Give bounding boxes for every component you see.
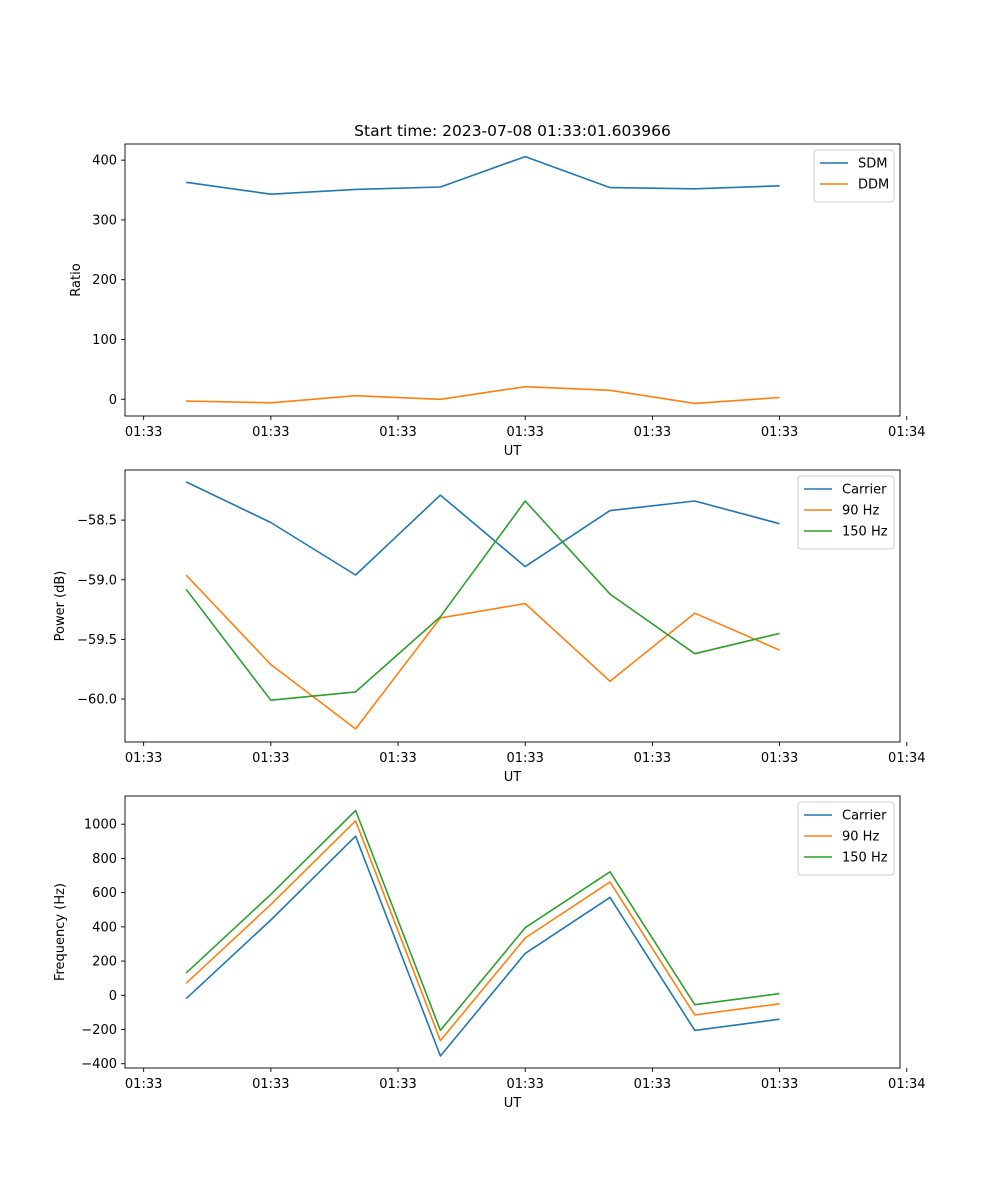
y-axis-label: Frequency (Hz) xyxy=(53,883,68,981)
x-tick-label: 01:33 xyxy=(506,751,543,766)
legend-label: Carrier xyxy=(842,483,887,498)
legend-label: SDM xyxy=(858,157,887,172)
legend-label: 150 Hz xyxy=(842,525,888,540)
x-tick-label: 01:33 xyxy=(252,425,289,440)
chart-title: Start time: 2023-07-08 01:33:01.603966 xyxy=(354,122,671,140)
plot-area-frame xyxy=(124,795,901,1069)
x-axis-label: UT xyxy=(504,770,522,785)
x-tick-label: 01:33 xyxy=(125,751,162,766)
y-tick-label: 200 xyxy=(92,955,117,970)
y-tick-label: 400 xyxy=(92,154,117,169)
x-tick-label: 01:33 xyxy=(252,751,289,766)
x-tick-label: 01:33 xyxy=(125,425,162,440)
x-tick-label: 01:33 xyxy=(634,751,671,766)
x-tick-label: 01:33 xyxy=(125,1077,162,1092)
x-tick-label: 01:33 xyxy=(252,1077,289,1092)
y-tick-label: 800 xyxy=(92,852,117,867)
x-tick-label: 01:34 xyxy=(888,751,925,766)
x-tick-label: 01:33 xyxy=(506,1077,543,1092)
legend-label: 150 Hz xyxy=(842,851,888,866)
series-line-90-hz xyxy=(185,819,780,1042)
y-tick-label: −400 xyxy=(81,1057,117,1072)
legend-label: DDM xyxy=(858,178,889,193)
series-line-ddm xyxy=(186,385,780,405)
legend-label: Carrier xyxy=(842,809,887,824)
series-line-carrier xyxy=(185,835,780,1057)
series-line-sdm xyxy=(185,155,780,195)
y-tick-label: −58.5 xyxy=(77,514,117,529)
y-tick-label: −60.0 xyxy=(77,693,117,708)
series-line-90-hz xyxy=(185,574,780,730)
x-tick-label: 01:33 xyxy=(761,751,798,766)
series-line-150-hz xyxy=(185,500,780,702)
y-tick-label: −59.0 xyxy=(77,573,117,588)
y-tick-label: 200 xyxy=(92,273,117,288)
y-tick-label: −200 xyxy=(81,1023,117,1038)
legend-label: 90 Hz xyxy=(842,830,879,845)
y-axis-label: Ratio xyxy=(69,263,84,296)
y-tick-label: 100 xyxy=(92,333,117,348)
series-line-150-hz xyxy=(185,809,780,1032)
x-tick-label: 01:34 xyxy=(888,425,925,440)
y-tick-label: 600 xyxy=(92,886,117,901)
x-tick-label: 01:33 xyxy=(761,1077,798,1092)
y-tick-label: 0 xyxy=(109,393,117,408)
y-tick-label: 300 xyxy=(92,213,117,228)
y-tick-label: 400 xyxy=(92,920,117,935)
x-tick-label: 01:33 xyxy=(506,425,543,440)
plot-area-frame xyxy=(124,469,901,743)
y-tick-label: 0 xyxy=(109,989,117,1004)
x-tick-label: 01:33 xyxy=(379,1077,416,1092)
x-tick-label: 01:33 xyxy=(634,1077,671,1092)
y-tick-label: 1000 xyxy=(84,818,117,833)
x-tick-label: 01:33 xyxy=(634,425,671,440)
x-tick-label: 01:34 xyxy=(888,1077,925,1092)
x-axis-label: UT xyxy=(504,1096,522,1111)
x-axis-label: UT xyxy=(504,444,522,459)
legend-label: 90 Hz xyxy=(842,504,879,519)
y-tick-label: −59.5 xyxy=(77,633,117,648)
plot-area-frame xyxy=(124,143,901,417)
x-tick-label: 01:33 xyxy=(379,425,416,440)
x-tick-label: 01:33 xyxy=(379,751,416,766)
y-axis-label: Power (dB) xyxy=(53,571,68,642)
x-tick-label: 01:33 xyxy=(761,425,798,440)
series-line-carrier xyxy=(185,481,780,576)
